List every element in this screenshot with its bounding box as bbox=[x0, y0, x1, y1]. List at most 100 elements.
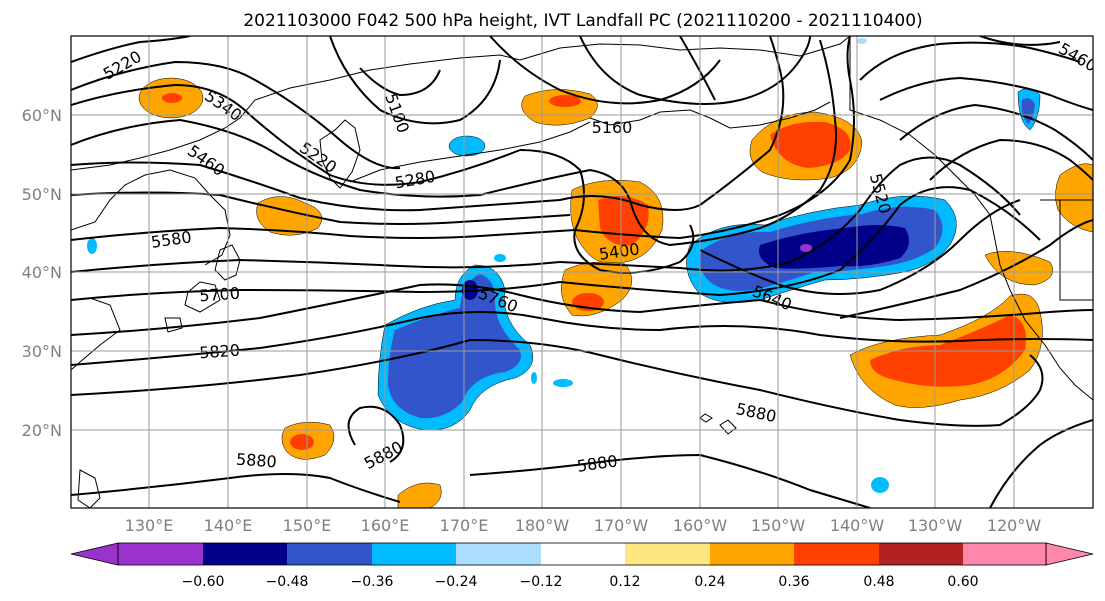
shade-positive bbox=[256, 196, 323, 236]
shade-positive-core bbox=[162, 93, 182, 103]
colorbar-tick: −0.24 bbox=[435, 574, 478, 590]
colorbar-tick: 0.24 bbox=[694, 574, 725, 590]
lon-label: 170°W bbox=[594, 516, 649, 535]
contour-line bbox=[347, 405, 405, 463]
shade-negative bbox=[1021, 98, 1035, 124]
contour-line bbox=[71, 338, 1044, 427]
lat-labels: 60°N 50°N 40°N 30°N 20°N bbox=[22, 106, 62, 440]
lon-label: 160°E bbox=[361, 516, 410, 535]
contour-line bbox=[574, 36, 855, 240]
shade-negative bbox=[448, 135, 486, 157]
contour-label: 5160 bbox=[592, 118, 633, 137]
colorbar-tick: −0.36 bbox=[351, 574, 394, 590]
shade-positive bbox=[397, 482, 442, 508]
shade-negative bbox=[531, 372, 537, 384]
contour-label: 5820 bbox=[199, 341, 241, 363]
shade-positive bbox=[984, 251, 1054, 286]
colorbar-segment bbox=[118, 543, 203, 565]
lon-label: 140°E bbox=[204, 516, 253, 535]
lat-label: 40°N bbox=[22, 263, 62, 282]
colorbar-extend-right bbox=[1045, 542, 1094, 566]
contour-labels: 5220 5340 5460 5580 5700 5820 5220 5280 … bbox=[100, 39, 1093, 476]
lon-labels: 130°E 140°E 150°E 160°E 170°E 180°W 170°… bbox=[125, 516, 1042, 535]
contour-label: 5880 bbox=[235, 450, 277, 472]
contour-line bbox=[699, 199, 1021, 295]
contour-line bbox=[359, 67, 441, 97]
contour-line bbox=[559, 186, 1041, 297]
lat-label: 20°N bbox=[22, 421, 62, 440]
contour-line bbox=[989, 419, 1093, 508]
lon-label: 170°E bbox=[440, 516, 489, 535]
contour-line bbox=[71, 60, 401, 170]
contour-line bbox=[559, 156, 1021, 272]
height-contours bbox=[71, 36, 1093, 508]
contour-line bbox=[519, 149, 695, 274]
shade-negative bbox=[388, 274, 521, 419]
border-states bbox=[1059, 200, 1093, 301]
coastline-north-america bbox=[849, 109, 1093, 401]
colorbar-tick: −0.60 bbox=[182, 574, 225, 590]
contour-line bbox=[71, 83, 521, 186]
contour-line bbox=[489, 36, 721, 105]
colorbar-segment bbox=[287, 543, 372, 565]
contour-line bbox=[859, 41, 1081, 81]
colorbar-segment bbox=[541, 543, 625, 565]
colorbar-segment bbox=[203, 543, 287, 565]
colorbar-extend-left bbox=[70, 542, 119, 566]
colorbar-tick: −0.12 bbox=[520, 574, 563, 590]
colorbar-tick: 0.12 bbox=[609, 574, 640, 590]
contour-line bbox=[839, 219, 1093, 319]
lon-label: 150°E bbox=[283, 516, 332, 535]
contour-line bbox=[329, 36, 501, 125]
lat-label: 30°N bbox=[22, 342, 62, 361]
contour-line bbox=[71, 311, 1093, 366]
contour-line bbox=[71, 118, 591, 198]
contour-line bbox=[71, 36, 191, 63]
shade-negative-core bbox=[800, 244, 812, 252]
lon-label: 140°W bbox=[830, 516, 885, 535]
coastline-siberia bbox=[71, 54, 521, 171]
colorbar-segment bbox=[710, 543, 794, 565]
contour-line bbox=[559, 36, 785, 211]
figure-title: 2021103000 F042 500 hPa height, IVT Land… bbox=[243, 11, 922, 31]
colorbar-segment bbox=[372, 543, 456, 565]
contour-line bbox=[879, 76, 1093, 111]
coastline-asia bbox=[71, 169, 231, 266]
contour-line bbox=[899, 103, 1093, 161]
lon-label: 150°W bbox=[751, 516, 806, 535]
shade-negative-core bbox=[759, 225, 909, 269]
colorbar-tick: 0.60 bbox=[947, 574, 978, 590]
shade-positive bbox=[1055, 163, 1093, 233]
shade-negative bbox=[553, 379, 573, 387]
coastline-hawaii bbox=[699, 413, 713, 423]
contour-label: 5700 bbox=[199, 284, 241, 306]
coastline-aleutians bbox=[349, 121, 591, 183]
coastline-kamchatka bbox=[319, 119, 361, 189]
shade-negative bbox=[494, 254, 506, 262]
coastline-japan bbox=[214, 244, 241, 281]
contour-line bbox=[71, 473, 401, 503]
colorbar-segment bbox=[963, 543, 1046, 565]
shade-positive-core bbox=[290, 434, 314, 450]
map-panel: 5220 5340 5460 5580 5700 5820 5220 5280 … bbox=[70, 35, 1094, 509]
colorbar-tick: −0.48 bbox=[266, 574, 309, 590]
colorbar: −0.60 −0.48 −0.36 −0.24 −0.12 0.12 0.24 … bbox=[70, 542, 1094, 590]
shade-negative bbox=[857, 38, 867, 44]
colorbar-tick: 0.36 bbox=[778, 574, 809, 590]
lon-label: 130°W bbox=[908, 516, 963, 535]
lon-label: 180°W bbox=[515, 516, 570, 535]
contour-line bbox=[579, 36, 811, 105]
colorbar-segment bbox=[794, 543, 879, 565]
colorbar-segment bbox=[879, 543, 963, 565]
colorbar-frame bbox=[117, 542, 1047, 566]
lon-label: 120°W bbox=[987, 516, 1042, 535]
lat-label: 60°N bbox=[22, 106, 62, 125]
lon-label: 130°E bbox=[125, 516, 174, 535]
contour-line bbox=[979, 36, 1061, 46]
shade-negative bbox=[871, 477, 889, 493]
shade-negative bbox=[87, 238, 97, 254]
coastlines bbox=[71, 36, 1093, 508]
shade-positive-core bbox=[549, 95, 581, 107]
contour-line bbox=[71, 226, 576, 241]
colorbar-tick: 0.48 bbox=[863, 574, 894, 590]
